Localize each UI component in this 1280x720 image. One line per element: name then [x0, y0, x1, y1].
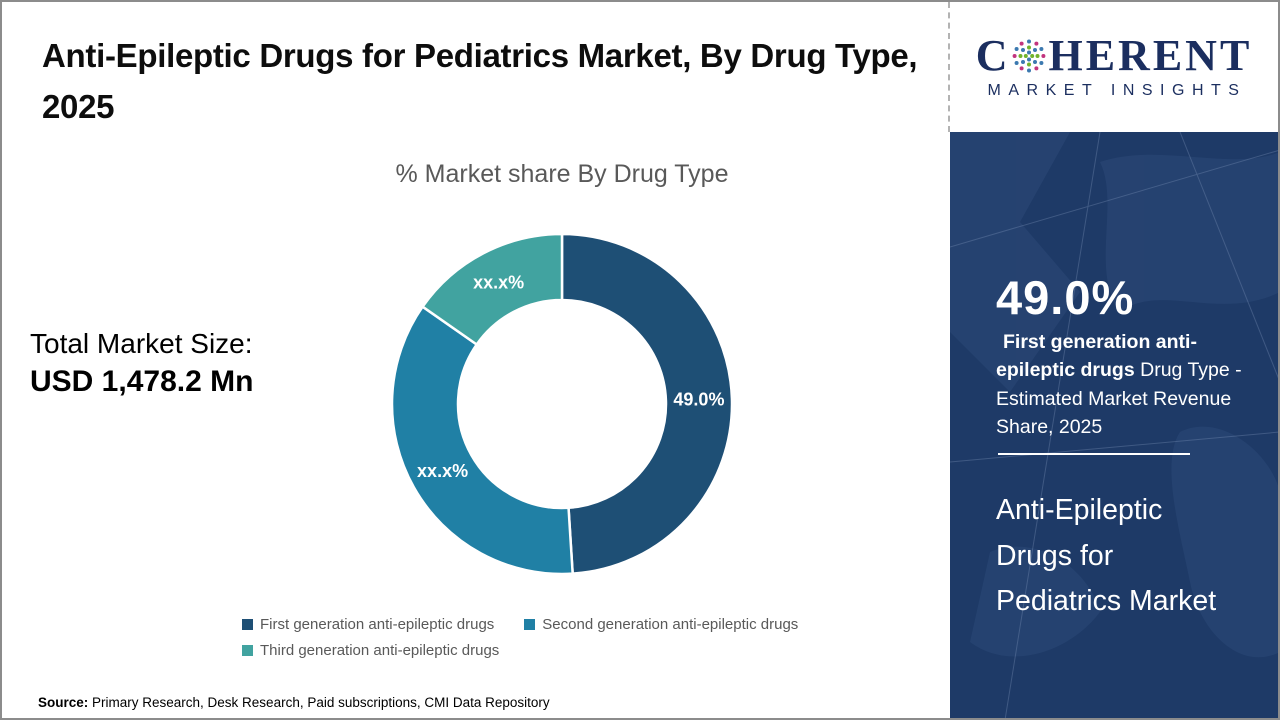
brand-logo: C	[948, 2, 1278, 132]
sidebar-stat-description: First generation anti-epileptic drugs Dr…	[996, 328, 1264, 441]
legend-item: Second generation anti-epileptic drugs	[524, 616, 798, 633]
legend-label: Third generation anti-epileptic drugs	[260, 642, 500, 659]
total-market-size: Total Market Size: USD 1,478.2 Mn	[30, 328, 253, 399]
chart-title: % Market share By Drug Type	[395, 160, 729, 188]
total-market-size-label: Total Market Size:	[30, 328, 253, 359]
donut-segment	[390, 304, 575, 576]
sidebar-market-name: Anti-Epileptic Drugs for Pediatrics Mark…	[996, 494, 1217, 618]
world-map-background	[950, 132, 1278, 718]
sidebar-stat-value: 49.0%	[996, 271, 1135, 324]
donut-chart: 49.0% xx.x% xx.x%	[390, 232, 734, 576]
brand-word-end: HERENT	[1048, 31, 1253, 80]
sidebar-stat-description-rest: Drug Type - Estimated Market Revenue Sha…	[996, 359, 1242, 438]
page-title: Anti-Epileptic Drugs for Pediatrics Mark…	[42, 37, 918, 126]
legend-swatch	[242, 645, 253, 656]
total-market-size-value: USD 1,478.2 Mn	[30, 365, 254, 398]
donut-segment-label: xx.x%	[417, 461, 468, 481]
sidebar-divider	[998, 453, 1190, 455]
brand-word-start: C	[975, 31, 1011, 80]
donut-segment-label: 49.0%	[673, 390, 724, 410]
brand-wordmark: C	[976, 34, 1253, 78]
brand-subtitle: MARKET INSIGHTS	[987, 82, 1247, 99]
source-note: Source: Primary Research, Desk Research,…	[38, 695, 550, 710]
legend-swatch	[524, 619, 536, 630]
sidebar: 49.0% First generation anti-epileptic dr…	[950, 132, 1278, 718]
sidebar-stat-segment-name: First generation anti-epileptic drugs	[996, 331, 1197, 382]
chart-legend: First generation anti-epileptic drugs Sec…	[242, 616, 942, 659]
coherent-globe-icon	[1013, 39, 1046, 73]
donut-segment	[420, 232, 564, 347]
source-label: Source:	[38, 695, 89, 710]
legend-item: First generation anti-epileptic drugs	[242, 616, 494, 633]
donut-segment-label: xx.x%	[473, 273, 524, 293]
source-text: Primary Research, Desk Research, Paid su…	[88, 695, 550, 710]
legend-swatch	[242, 619, 253, 630]
legend-item: Third generation anti-epileptic drugs	[242, 642, 499, 659]
legend-label: Second generation anti-epileptic drugs	[542, 616, 799, 633]
donut-segment	[560, 232, 734, 575]
legend-label: First generation anti-epileptic drugs	[260, 616, 495, 633]
